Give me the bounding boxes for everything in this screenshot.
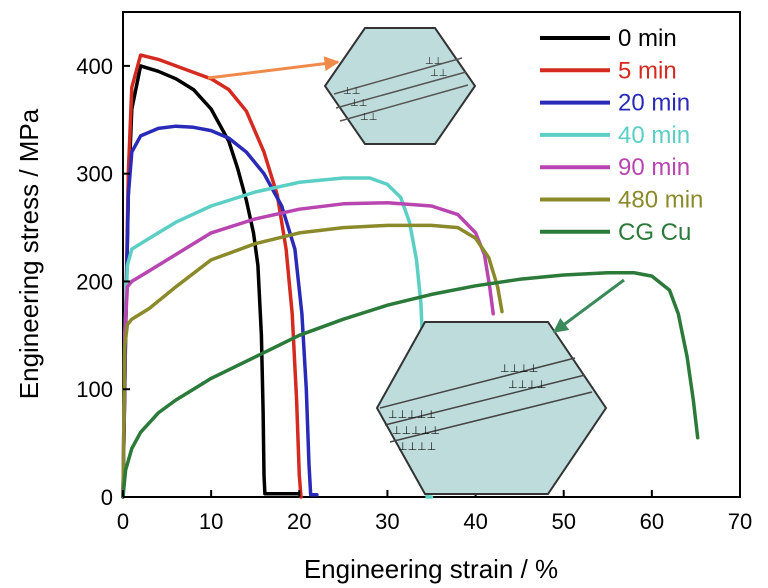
inset-lower-grain: ⊥⊥⊥⊥⊥ ⊥⊥⊥⊥⊥ ⊥⊥⊥⊥ ⊥⊥⊥⊥ ⊥⊥⊥⊥ xyxy=(375,321,608,495)
y-tick-label: 0 xyxy=(101,485,113,510)
inset-upper-dislocation-mark: ⊥⊥ xyxy=(343,86,360,97)
legend-label: 20 min xyxy=(618,90,690,117)
inset-upper-dislocation-mark: ⊥⊥ xyxy=(430,68,447,79)
inset-lower-dislocation-mark: ⊥⊥⊥⊥ xyxy=(508,379,546,391)
inset-lower-slip-line xyxy=(389,391,593,443)
legend: 0 min 5 min 20 min 40 min 90 min 480 min CG Cu xyxy=(540,25,703,246)
inset-upper-dislocation-mark: ⊥⊥ xyxy=(425,56,442,67)
inset-lower-slip-line xyxy=(379,357,576,409)
legend-label: 40 min xyxy=(618,122,690,149)
inset-lower-dislocation-mark: ⊥⊥⊥⊥⊥ xyxy=(388,409,436,421)
inset-upper-dislocation-mark: ⊥⊥ xyxy=(350,98,367,109)
inset-upper-dislocation-mark: ⊥⊥ xyxy=(360,112,377,123)
inset-upper-grain: ⊥⊥ ⊥⊥ ⊥⊥ ⊥⊥ ⊥⊥ xyxy=(323,27,477,145)
series-line-480-min xyxy=(121,223,504,499)
y-tick-label: 300 xyxy=(76,162,113,187)
series-layer xyxy=(121,53,700,499)
inset-upper-slip-line xyxy=(333,57,463,95)
inset-lower-arrow xyxy=(552,278,625,334)
x-tick-label: 10 xyxy=(199,509,223,534)
y-tick-label: 200 xyxy=(76,269,113,294)
series-line-40-min xyxy=(121,176,434,499)
x-tick-label: 30 xyxy=(375,509,399,534)
y-tick-label: 400 xyxy=(76,54,113,79)
series-line-cg-cu xyxy=(121,271,700,499)
x-tick-label: 50 xyxy=(551,509,575,534)
inset-upper-slip-line xyxy=(339,84,469,122)
x-tick-label: 60 xyxy=(640,509,664,534)
inset-lower-dislocation-mark: ⊥⊥⊥⊥ xyxy=(398,441,436,453)
inset-lower-slip-line xyxy=(384,374,586,426)
y-axis-title: Engineering stress / MPa xyxy=(14,108,44,399)
x-tick-label: 20 xyxy=(287,509,311,534)
x-tick-label: 0 xyxy=(117,509,129,534)
x-tick-label: 40 xyxy=(463,509,487,534)
inset-lower-dislocation-mark: ⊥⊥⊥⊥⊥ xyxy=(392,425,440,437)
inset-upper-arrow xyxy=(207,56,340,80)
inset-lower-dislocation-mark: ⊥⊥⊥⊥ xyxy=(500,363,538,375)
legend-label: 480 min xyxy=(618,187,703,214)
tick-layer: 0 10 20 30 40 50 60 70 0 100 200 300 400 xyxy=(76,54,752,534)
x-tick-label: 70 xyxy=(728,509,752,534)
inset-lower-hexagon xyxy=(375,321,608,495)
series-line-5-min xyxy=(121,53,303,499)
legend-label: 0 min xyxy=(618,25,677,52)
series-line-20-min xyxy=(121,124,319,499)
legend-label: 90 min xyxy=(618,154,690,181)
legend-label: 5 min xyxy=(618,57,677,84)
inset-upper-slip-line xyxy=(335,71,467,109)
x-axis-title: Engineering strain / % xyxy=(304,554,558,584)
legend-label: CG Cu xyxy=(618,219,691,246)
y-tick-label: 100 xyxy=(76,377,113,402)
